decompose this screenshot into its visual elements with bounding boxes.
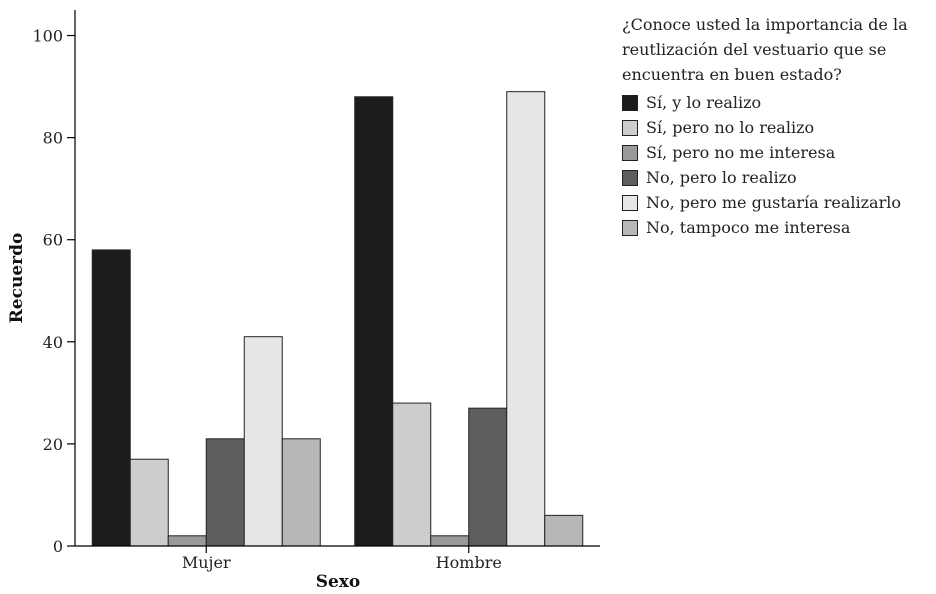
- legend-item-si-y-lo-realizo: Sí, y lo realizo: [622, 90, 934, 115]
- bar-mujer-no-pero-lo-realizo: [205, 438, 245, 547]
- bar-hombre-si-pero-no-lo-realizo: [392, 402, 432, 547]
- y-tick-label-40: 40: [43, 333, 63, 352]
- legend-label: Sí, pero no me interesa: [646, 143, 836, 162]
- legend-item-si-pero-no-lo-realizo: Sí, pero no lo realizo: [622, 115, 934, 140]
- x-tick-label-mujer: Mujer: [182, 553, 231, 572]
- legend-swatch: [622, 194, 638, 211]
- y-tick-label-20: 20: [43, 435, 63, 454]
- legend-label: Sí, pero no lo realizo: [646, 118, 815, 137]
- y-tick-label-100: 100: [32, 27, 63, 46]
- legend-swatch: [622, 169, 638, 186]
- y-tick-label-0: 0: [53, 537, 63, 556]
- bar-hombre-si-y-lo-realizo: [354, 96, 394, 547]
- legend-item-no-pero-me-gustaria-realizarlo: No, pero me gustaría realizarlo: [622, 190, 934, 215]
- legend-items: Sí, y lo realizo Sí, pero no lo realizo Sí…: [622, 90, 934, 240]
- legend-title: ¿Conoce usted la importancia de la reutl…: [622, 15, 908, 84]
- legend-item-no-tampoco-me-interesa: No, tampoco me interesa: [622, 215, 934, 240]
- x-tick-label-hombre: Hombre: [436, 553, 502, 572]
- y-axis-ticks: 0 20 40 60 80 100: [32, 27, 75, 556]
- bar-hombre-no-pero-lo-realizo: [468, 407, 508, 547]
- y-tick-label-80: 80: [43, 129, 63, 148]
- legend-label: Sí, y lo realizo: [646, 93, 762, 112]
- bar-mujer-si-pero-no-me-interesa: [167, 535, 207, 547]
- legend-swatch: [622, 119, 638, 136]
- legend-item-si-pero-no-me-interesa: Sí, pero no me interesa: [622, 140, 934, 165]
- legend-label: No, pero me gustaría realizarlo: [646, 193, 901, 212]
- bar-hombre-no-pero-me-gustaria-realizarlo: [506, 91, 546, 547]
- y-tick-label-60: 60: [43, 231, 63, 250]
- legend-swatch: [622, 144, 638, 161]
- x-axis-categories: Mujer Hombre: [182, 546, 502, 572]
- y-axis-title: Recuerdo: [7, 233, 27, 324]
- bar-mujer-si-pero-no-lo-realizo: [129, 458, 169, 547]
- legend-item-no-pero-lo-realizo: No, pero lo realizo: [622, 165, 934, 190]
- bars-layer: [91, 91, 584, 547]
- bar-hombre-no-tampoco-me-interesa: [544, 514, 584, 547]
- legend: ¿Conoce usted la importancia de la reutl…: [622, 12, 934, 240]
- legend-label: No, tampoco me interesa: [646, 218, 851, 237]
- x-axis-title: Sexo: [316, 572, 361, 592]
- legend-label: No, pero lo realizo: [646, 168, 797, 187]
- legend-swatch: [622, 94, 638, 111]
- bar-mujer-no-tampoco-me-interesa: [281, 438, 321, 547]
- bar-mujer-no-pero-me-gustaria-realizarlo: [243, 336, 283, 547]
- legend-swatch: [622, 219, 638, 236]
- bar-mujer-si-y-lo-realizo: [91, 249, 131, 547]
- bar-hombre-si-pero-no-me-interesa: [430, 535, 470, 547]
